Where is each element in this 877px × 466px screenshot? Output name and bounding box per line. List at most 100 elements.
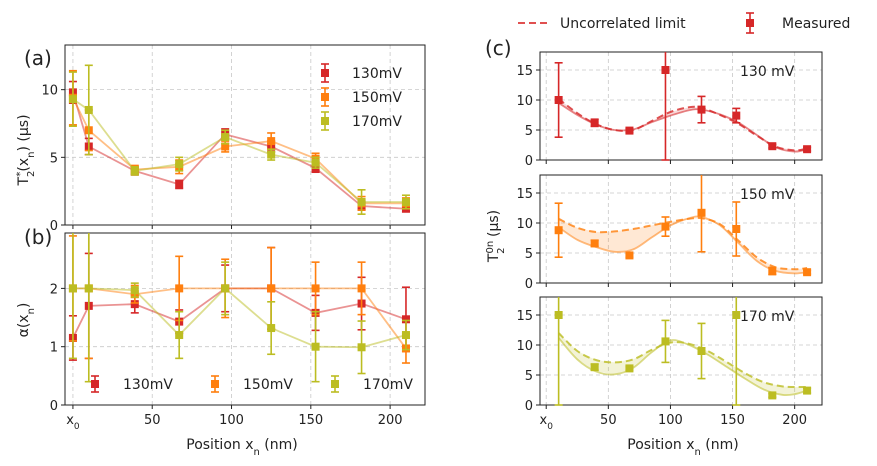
legend-measured-label: Measured <box>782 16 850 32</box>
top-legend: Uncorrelated limit Measured <box>518 12 850 34</box>
data-point-170mV <box>221 133 230 142</box>
panel-c-150mv: 0 5 10 15 150 mV <box>516 174 823 292</box>
panel-label-a: (a) <box>24 46 52 70</box>
subplot-label: 170 mV <box>740 309 795 325</box>
data-point-150mV <box>221 142 230 151</box>
data-point-170mV <box>84 105 93 114</box>
svg-text:T2*(xn) (μs): T2*(xn) (μs) <box>15 114 37 186</box>
x-tick-label: 150 <box>720 413 745 428</box>
data-point-170mV <box>68 95 77 104</box>
axes-frame <box>539 51 823 161</box>
data-point <box>590 118 599 127</box>
y-tick-label: 10 <box>516 94 533 109</box>
smooth-fit-line <box>557 337 808 397</box>
data-point-150mV <box>311 284 320 293</box>
x-tick-label: 50 <box>600 413 617 428</box>
data-point-150mV <box>357 284 366 293</box>
y-tick-label: 10 <box>516 217 533 232</box>
y-tick-label: 15 <box>516 309 533 324</box>
data-point-130mV <box>175 180 184 189</box>
data-point <box>590 239 599 248</box>
data-point <box>554 96 563 104</box>
x-tick-label: 100 <box>658 413 683 428</box>
svg-text:T0n2 (μs): T0n2 (μs) <box>485 210 507 263</box>
data-point-130mV <box>401 315 410 324</box>
data-point-170mV <box>357 343 366 352</box>
legend-measured-swatch <box>746 12 754 34</box>
y-tick-label: 2 <box>50 282 58 297</box>
panel-a: 0 5 10 130mV 150mV 170mV <box>41 44 426 234</box>
x-tick-label: x0 <box>539 413 553 432</box>
legend-label-170mV: 170mV <box>352 114 402 130</box>
subplot-label: 130 mV <box>740 64 795 80</box>
uncorrelated-limit-line <box>558 216 808 271</box>
legend-a: 130mV 150mV 170mV <box>321 63 402 131</box>
y-tick-label: 15 <box>516 64 533 79</box>
xlabel-c: Position xn (nm) <box>627 437 738 458</box>
x-tick-label: x0 <box>66 413 80 432</box>
y-tick-label: 0 <box>50 399 58 414</box>
y-tick-label: 0 <box>525 277 533 292</box>
shaded-difference <box>558 333 808 395</box>
y-tick-label: 1 <box>50 341 58 356</box>
y-tick-label: 10 <box>516 339 533 354</box>
data-point <box>768 391 777 400</box>
data-point <box>625 364 634 373</box>
data-point <box>732 111 741 120</box>
data-point <box>625 126 634 135</box>
data-point <box>661 337 670 346</box>
ylabel-c: T0n2 (μs) <box>485 210 507 263</box>
series-line-130mV <box>72 287 407 339</box>
data-point-170mV <box>175 331 184 340</box>
y-tick-label: 0 <box>525 399 533 414</box>
panel-label-c: (c) <box>485 36 512 60</box>
axes-frame <box>539 296 823 406</box>
x-tick-label: 200 <box>782 413 807 428</box>
x-tick-label: 100 <box>219 413 244 428</box>
data-point <box>803 145 812 154</box>
x-tick-label: 150 <box>298 413 323 428</box>
x-tick-label: 50 <box>144 413 161 428</box>
legend-label-150mV: 150mV <box>352 90 402 106</box>
legend-swatch-marker <box>211 380 219 388</box>
data-point-170mV <box>175 160 184 169</box>
data-point-170mV <box>267 324 276 333</box>
data-point <box>661 66 670 74</box>
data-point <box>625 251 634 260</box>
data-point-150mV <box>267 284 276 293</box>
data-point <box>661 222 670 231</box>
legend-uncorrelated-label: Uncorrelated limit <box>560 16 686 32</box>
legend-label-150mV: 150mV <box>243 377 293 393</box>
data-point <box>697 208 706 217</box>
y-tick-label: 5 <box>525 369 533 384</box>
data-point-170mV <box>311 158 320 167</box>
data-point <box>697 105 706 114</box>
x-tick-label: 200 <box>378 413 403 428</box>
data-point-170mV <box>221 284 230 293</box>
y-tick-label: 5 <box>50 151 58 166</box>
data-point-170mV <box>357 197 366 206</box>
axes-frame <box>64 44 426 226</box>
legend-swatch-marker <box>331 380 339 388</box>
legend-swatch-marker <box>321 117 329 125</box>
data-point <box>697 347 706 355</box>
svg-text:α(xn): α(xn) <box>16 303 37 338</box>
y-tick-label: 5 <box>525 247 533 262</box>
data-point-170mV <box>401 197 410 206</box>
legend-swatch-marker <box>91 380 99 388</box>
legend-b: 130mV 150mV 170mV <box>91 375 413 393</box>
data-point-170mV <box>130 166 139 175</box>
y-tick-label: 5 <box>525 124 533 139</box>
series-line-170mV <box>72 287 407 349</box>
axes-frame <box>64 232 426 406</box>
data-point <box>554 226 563 235</box>
ylabel-b: α(xn) <box>16 303 37 338</box>
legend-label-170mV: 170mV <box>363 377 413 393</box>
data-point <box>768 142 777 151</box>
data-point-170mV <box>401 331 410 340</box>
data-point-130mV <box>130 300 139 309</box>
data-point <box>803 268 812 277</box>
data-point-170mV <box>68 284 77 293</box>
series-line-130mV <box>72 92 407 210</box>
